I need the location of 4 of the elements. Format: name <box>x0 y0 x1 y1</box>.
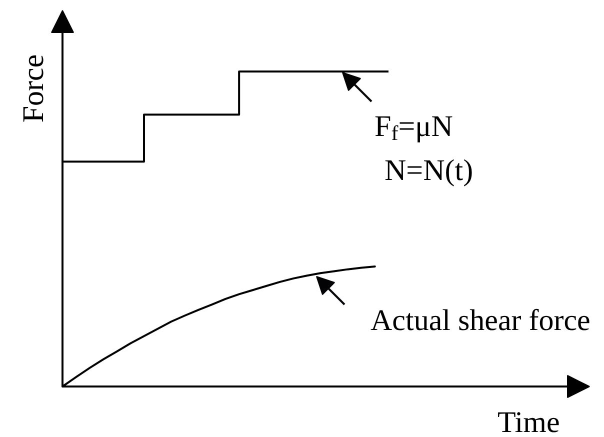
x-axis-title: Time <box>498 406 560 437</box>
y-axis-title: Force <box>17 54 50 123</box>
annotation: Actual shear force <box>370 304 590 337</box>
annotation: N=N(t) <box>384 154 474 187</box>
